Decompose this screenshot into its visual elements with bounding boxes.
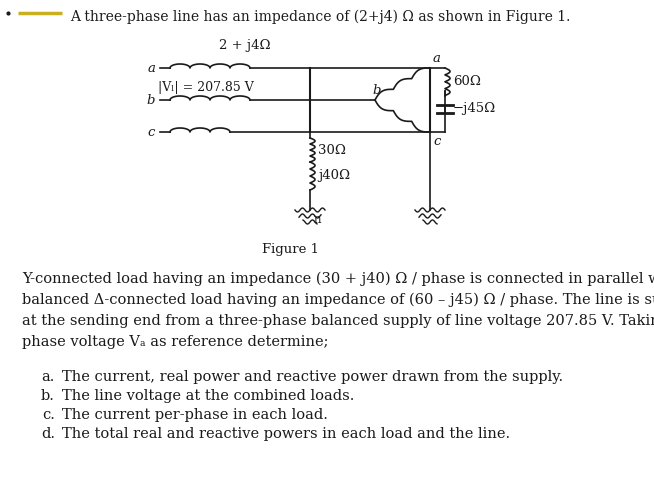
Text: Y-connected load having an impedance (30 + j40) Ω / phase is connected in parall: Y-connected load having an impedance (30… — [22, 272, 654, 286]
Text: b: b — [372, 84, 381, 97]
Text: 30Ω: 30Ω — [318, 144, 346, 157]
Text: The current, real power and reactive power drawn from the supply.: The current, real power and reactive pow… — [62, 370, 563, 384]
Text: |Vₗ| = 207.85 V: |Vₗ| = 207.85 V — [158, 81, 254, 94]
Text: c: c — [148, 125, 155, 139]
Text: −j45Ω: −j45Ω — [453, 102, 496, 115]
Text: phase voltage Vₐ as reference determine;: phase voltage Vₐ as reference determine; — [22, 335, 328, 349]
Text: The current per-phase in each load.: The current per-phase in each load. — [62, 408, 328, 422]
Text: 60Ω: 60Ω — [453, 75, 481, 88]
Text: a.: a. — [42, 370, 55, 384]
Text: n: n — [314, 213, 322, 226]
Text: c: c — [433, 135, 440, 148]
Text: a: a — [433, 52, 441, 65]
Text: A three-phase line has an impedance of (2+j4) Ω as shown in Figure 1.: A three-phase line has an impedance of (… — [70, 10, 570, 24]
Text: balanced Δ-connected load having an impedance of (60 – j45) Ω / phase. The line : balanced Δ-connected load having an impe… — [22, 293, 654, 307]
Text: b: b — [146, 94, 155, 106]
Text: c.: c. — [42, 408, 55, 422]
Text: b.: b. — [41, 389, 55, 403]
Text: The line voltage at the combined loads.: The line voltage at the combined loads. — [62, 389, 354, 403]
Text: a: a — [147, 61, 155, 75]
Text: 2 + j4Ω: 2 + j4Ω — [219, 39, 271, 52]
Text: at the sending end from a three-phase balanced supply of line voltage 207.85 V. : at the sending end from a three-phase ba… — [22, 314, 654, 328]
Text: d.: d. — [41, 427, 55, 441]
Text: The total real and reactive powers in each load and the line.: The total real and reactive powers in ea… — [62, 427, 510, 441]
Text: Figure 1: Figure 1 — [262, 243, 318, 256]
Text: j40Ω: j40Ω — [318, 169, 350, 182]
